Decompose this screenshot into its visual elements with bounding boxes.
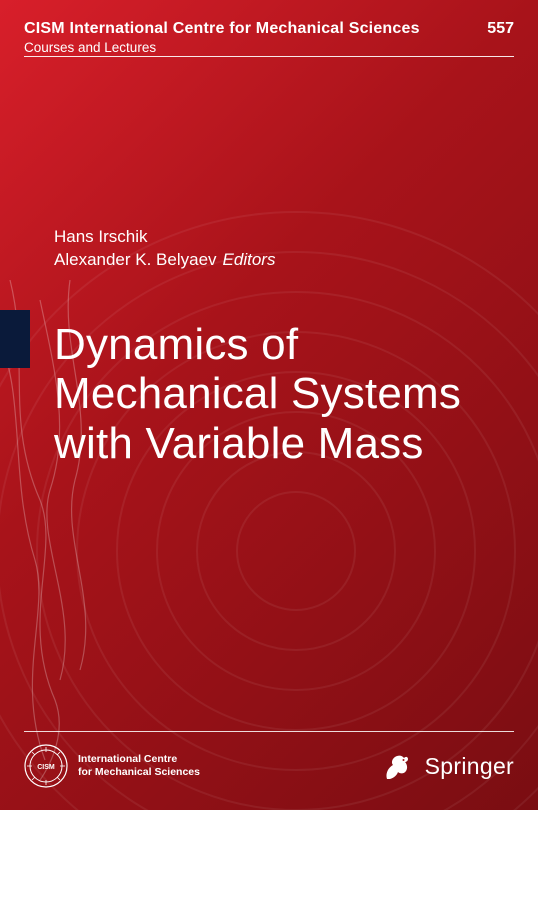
publisher-block: Springer [381,749,514,783]
cism-line2: for Mechanical Sciences [78,766,200,779]
editors-role: Editors [223,250,276,269]
editor-name: Hans Irschik [54,226,275,249]
cism-text: International Centre for Mechanical Scie… [78,753,200,779]
cism-line1: International Centre [78,753,200,766]
publisher-name: Springer [425,753,514,780]
series-name: CISM International Centre for Mechanical… [24,20,420,38]
footer-rule [24,731,514,732]
footer: CISM International Centre for Mechanical… [24,744,514,788]
editor-line-2: Alexander K. Belyaev Editors [54,249,275,272]
series-number: 557 [487,20,514,38]
series-header: CISM International Centre for Mechanical… [24,20,514,38]
editors-block: Hans Irschik Alexander K. Belyaev Editors [54,226,275,272]
cism-seal-icon: CISM [24,744,68,788]
spine-tab [0,310,30,368]
book-title: Dynamics of Mechanical Systems with Vari… [54,320,510,468]
svg-text:CISM: CISM [37,764,55,771]
springer-horse-icon [381,749,415,783]
book-cover: CISM International Centre for Mechanical… [0,0,538,810]
cism-block: CISM International Centre for Mechanical… [24,744,200,788]
ripple-decoration [0,201,538,901]
series-subtitle: Courses and Lectures [24,40,156,55]
header-rule [24,56,514,57]
editor-name: Alexander K. Belyaev [54,250,217,269]
